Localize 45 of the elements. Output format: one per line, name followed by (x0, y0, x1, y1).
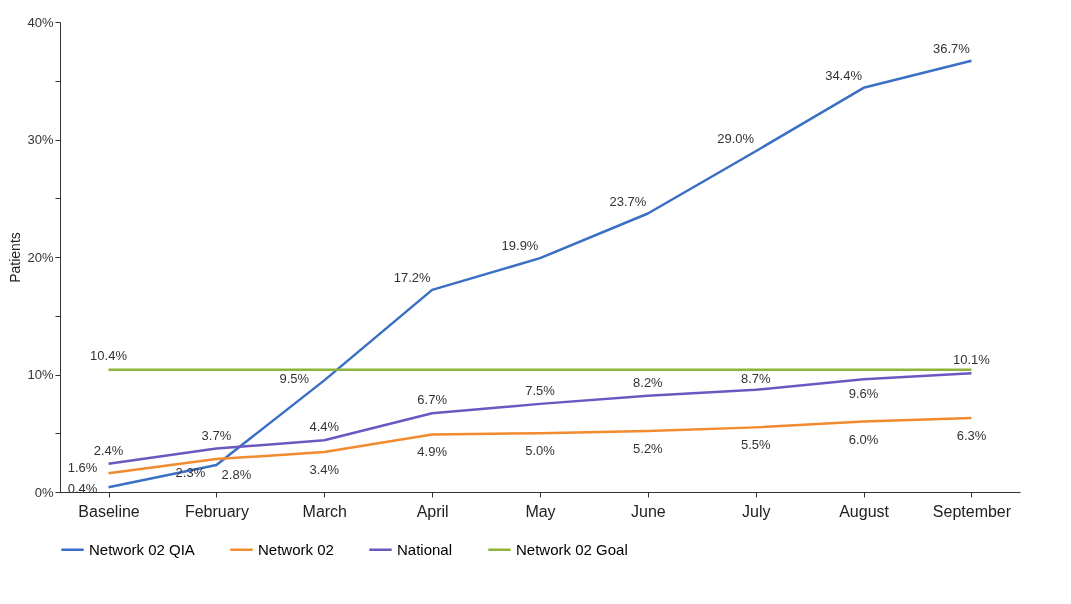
x-tick-label: May (525, 502, 556, 520)
data-label: 8.2% (633, 374, 664, 390)
legend-label: Network 02 (258, 540, 334, 558)
data-label: 36.7% (933, 40, 971, 56)
y-tick-label: 20% (27, 249, 54, 265)
data-label: 10.4% (90, 347, 128, 363)
data-label: 2.8% (221, 467, 252, 483)
x-tick-label: September (932, 502, 1012, 520)
legend-label: Network 02 QIA (89, 540, 195, 558)
x-tick-label: Baseline (78, 502, 140, 520)
data-label: 8.7% (740, 370, 771, 386)
data-label: 5.2% (633, 440, 664, 456)
data-label: 4.9% (417, 444, 448, 460)
data-label: 6.0% (848, 431, 879, 447)
data-label: 7.5% (525, 382, 556, 398)
legend-label: National (397, 540, 453, 558)
data-label: 17.2% (393, 269, 431, 285)
data-label: 19.9% (501, 238, 539, 254)
data-label: 2.4% (93, 442, 124, 458)
x-tick-label: March (302, 502, 347, 520)
legend-label: Network 02 Goal (516, 540, 628, 558)
y-axis-title: Patients (7, 232, 24, 283)
data-label: 34.4% (825, 67, 863, 83)
data-label: 3.7% (201, 427, 232, 443)
data-label: 23.7% (609, 193, 647, 209)
x-tick-label: June (631, 502, 666, 520)
y-tick-label: 0% (34, 484, 54, 500)
data-label: 9.5% (279, 371, 310, 387)
y-tick-label: 30% (27, 132, 54, 147)
data-label: 3.4% (309, 462, 340, 478)
data-label: 4.4% (309, 419, 340, 435)
x-tick-label: August (839, 502, 890, 520)
data-label: 5.5% (740, 437, 771, 453)
data-label: 10.1% (953, 352, 991, 368)
x-tick-label: February (184, 502, 249, 520)
x-tick-label: April (416, 502, 449, 520)
x-tick-label: July (742, 502, 771, 520)
y-tick-label: 40% (27, 14, 54, 30)
y-tick-label: 10% (27, 367, 54, 382)
data-label: 9.6% (848, 386, 879, 402)
data-label: 6.7% (417, 392, 448, 408)
data-label: 1.6% (67, 460, 98, 476)
data-label: 29.0% (717, 131, 755, 147)
data-label: 5.0% (525, 443, 556, 459)
data-label: 6.3% (956, 427, 987, 443)
